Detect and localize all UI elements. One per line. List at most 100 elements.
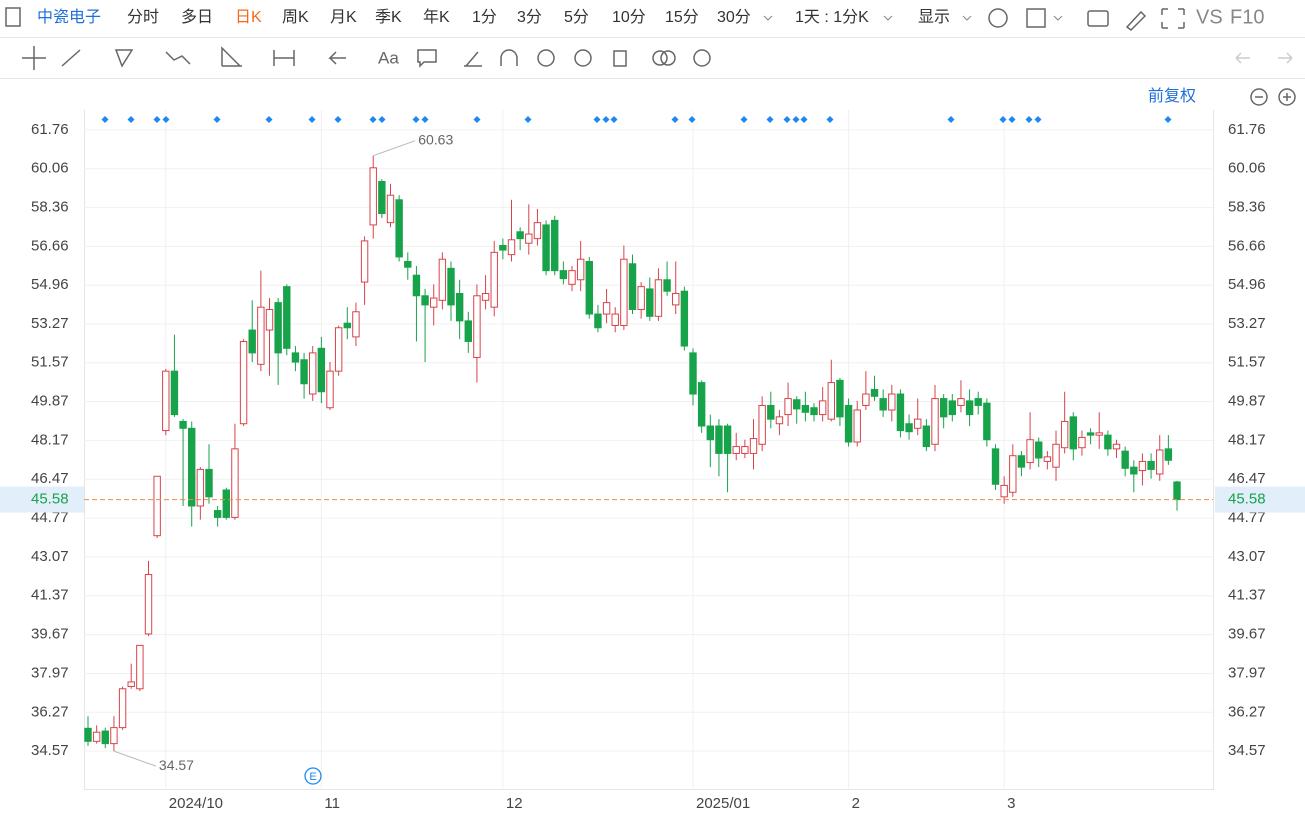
candle-body xyxy=(1026,439,1034,464)
y-tick-label: 41.37 xyxy=(1228,587,1266,604)
candle-body xyxy=(957,398,965,406)
candle-body xyxy=(127,681,135,687)
candle-body xyxy=(654,279,663,317)
dropdown-caret xyxy=(883,15,893,21)
event-diamond xyxy=(369,116,377,123)
y-tick-label: 46.47 xyxy=(1228,470,1266,487)
measure-tool[interactable] xyxy=(273,50,295,66)
candle-body xyxy=(1000,484,1008,498)
candle-body xyxy=(672,292,680,306)
candle-body xyxy=(153,475,161,537)
fib-tool[interactable] xyxy=(221,46,242,67)
candle-body xyxy=(576,258,585,281)
wave-tool[interactable] xyxy=(165,51,191,65)
candle-body xyxy=(412,274,421,297)
candle-body xyxy=(309,352,317,395)
candle-body xyxy=(1156,449,1164,475)
undo[interactable] xyxy=(1235,52,1250,64)
candle-body xyxy=(585,260,593,315)
period-tab[interactable]: 季K xyxy=(375,8,402,26)
event-diamond xyxy=(766,116,774,123)
candle-body xyxy=(265,308,274,331)
range-select[interactable]: 1天 : 1分K xyxy=(795,8,869,26)
candle-body xyxy=(300,359,308,385)
color-icon[interactable] xyxy=(1026,8,1046,28)
period-tab[interactable]: 15分 xyxy=(665,8,699,26)
y-tick-label: 61.76 xyxy=(31,121,69,138)
hide-tool[interactable] xyxy=(574,49,592,67)
annotation: 34.57 xyxy=(159,757,194,773)
candle-body xyxy=(386,194,395,224)
stock-name[interactable]: 中瓷电子 xyxy=(37,8,101,26)
y-tick-label: 43.07 xyxy=(31,548,69,565)
period-tab[interactable]: 5分 xyxy=(564,8,589,26)
event-diamond xyxy=(1008,116,1016,123)
delete-tool[interactable] xyxy=(613,50,627,67)
event-diamond xyxy=(999,116,1007,123)
candle-body xyxy=(473,295,481,358)
period-tab[interactable]: 3分 xyxy=(517,8,542,26)
compare-tool[interactable] xyxy=(660,50,676,66)
redo[interactable] xyxy=(1278,52,1293,64)
magnet-tool[interactable] xyxy=(500,49,518,66)
line-tool[interactable] xyxy=(61,49,81,67)
comment-tool[interactable] xyxy=(417,49,437,68)
candle-body xyxy=(1095,432,1103,436)
candle-body xyxy=(231,448,239,518)
shape-tool[interactable] xyxy=(114,49,134,68)
event-diamond xyxy=(378,116,386,123)
event-diamond xyxy=(1025,116,1033,123)
indicator-settings[interactable] xyxy=(693,49,711,67)
period-tab[interactable]: 多日 xyxy=(181,8,213,26)
event-diamond xyxy=(213,116,221,123)
candle-body xyxy=(378,181,386,215)
candle-body xyxy=(213,510,222,518)
y-tick-label: 49.87 xyxy=(31,393,69,410)
period-tab[interactable]: 30分 xyxy=(717,8,751,26)
candle-body xyxy=(983,402,991,441)
adjust-mode[interactable]: 前复权 xyxy=(1148,87,1196,105)
vs-button[interactable]: VS xyxy=(1196,6,1223,28)
candle-body xyxy=(991,448,1000,485)
event-badge[interactable] xyxy=(304,767,322,785)
candle-body xyxy=(749,438,758,454)
last-price-box xyxy=(0,486,84,513)
text-tool[interactable]: Aa xyxy=(378,48,399,67)
settings-icon[interactable] xyxy=(988,8,1008,28)
y-tick-label: 51.57 xyxy=(1228,354,1266,371)
sync-tool[interactable] xyxy=(537,49,555,67)
candle-body xyxy=(110,727,118,745)
plot xyxy=(84,110,1213,790)
fullscreen-icon[interactable] xyxy=(1161,8,1185,29)
period-tab[interactable]: 月K xyxy=(330,9,357,26)
angle-tool[interactable] xyxy=(464,51,482,67)
event-diamond xyxy=(265,116,273,123)
camera-icon[interactable] xyxy=(1087,10,1109,27)
arrow-tool[interactable] xyxy=(328,51,346,65)
sidebar-toggle[interactable] xyxy=(5,7,21,27)
candle-body xyxy=(931,398,939,445)
period-tab[interactable]: 分时 xyxy=(127,8,159,26)
y-tick-label: 56.66 xyxy=(31,237,69,254)
period-tab[interactable]: 10分 xyxy=(612,8,646,26)
compare-tool[interactable] xyxy=(652,50,668,66)
candle-body xyxy=(1173,481,1181,501)
candle-body xyxy=(404,260,412,268)
zoom-out[interactable] xyxy=(1250,88,1268,106)
draw-icon[interactable] xyxy=(1125,10,1147,31)
candle-body xyxy=(793,399,801,410)
y-tick-label: 53.27 xyxy=(1228,315,1266,332)
zoom-in[interactable] xyxy=(1278,88,1296,106)
f10-button[interactable]: F10 xyxy=(1230,6,1264,28)
period-tab[interactable]: 周K xyxy=(282,9,309,26)
event-diamond xyxy=(162,116,170,123)
candle-body xyxy=(196,468,205,507)
move-tool[interactable] xyxy=(22,46,46,70)
period-tab[interactable]: 1分 xyxy=(472,8,497,26)
display-select[interactable]: 显示 xyxy=(918,9,950,26)
event-diamond xyxy=(671,116,679,123)
period-tab[interactable]: 年K xyxy=(423,8,450,26)
candle-body xyxy=(179,420,187,429)
period-tab[interactable]: 日K xyxy=(235,9,262,26)
